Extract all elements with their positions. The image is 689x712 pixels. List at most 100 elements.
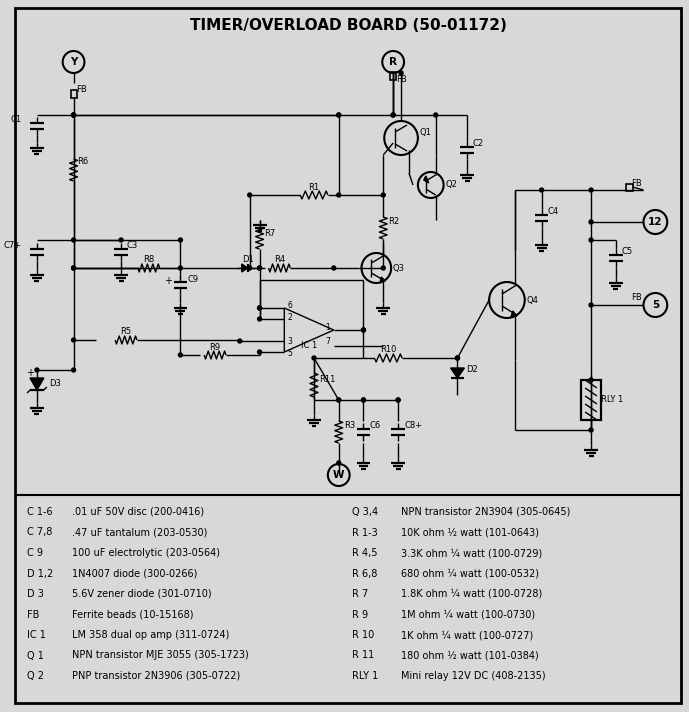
Circle shape (72, 368, 76, 372)
Text: C6: C6 (369, 422, 380, 431)
Circle shape (72, 238, 76, 242)
Text: 1.8K ohm ¼ watt (100-0728): 1.8K ohm ¼ watt (100-0728) (401, 589, 542, 599)
Circle shape (72, 113, 76, 117)
Text: R3: R3 (344, 422, 355, 431)
Circle shape (258, 266, 262, 270)
Text: D 1,2: D 1,2 (27, 568, 53, 578)
Circle shape (539, 188, 544, 192)
Circle shape (381, 266, 385, 270)
Text: FB: FB (632, 293, 642, 303)
Circle shape (391, 113, 395, 117)
Text: FB: FB (632, 179, 642, 187)
Text: R9: R9 (209, 342, 220, 352)
Circle shape (178, 266, 183, 270)
Text: C9: C9 (187, 276, 198, 285)
Text: R: R (389, 57, 397, 67)
Text: C1: C1 (11, 115, 22, 125)
Text: D 3: D 3 (27, 589, 44, 599)
Bar (581, 380, 601, 420)
Circle shape (119, 238, 123, 242)
Text: D3: D3 (49, 379, 61, 387)
Text: Q 1: Q 1 (27, 651, 44, 661)
Circle shape (337, 461, 341, 465)
Text: NPN transistor 2N3904 (305-0645): NPN transistor 2N3904 (305-0645) (401, 507, 570, 517)
Text: D2: D2 (466, 365, 478, 375)
Text: 1: 1 (325, 323, 329, 332)
Polygon shape (380, 277, 385, 282)
Text: C8+: C8+ (404, 422, 422, 431)
Circle shape (362, 398, 365, 402)
Text: Ferrite beads (10-15168): Ferrite beads (10-15168) (72, 609, 193, 619)
Polygon shape (30, 378, 44, 390)
Circle shape (391, 113, 395, 117)
Text: 7: 7 (325, 337, 330, 347)
Circle shape (258, 306, 262, 310)
Circle shape (258, 350, 262, 354)
Text: Q2: Q2 (446, 181, 457, 189)
Bar (390, 72, 396, 80)
Polygon shape (511, 311, 517, 317)
Circle shape (455, 356, 460, 360)
Text: IC 1: IC 1 (27, 630, 46, 640)
Circle shape (337, 193, 341, 197)
Text: 5.6V zener diode (301-0710): 5.6V zener diode (301-0710) (72, 589, 212, 599)
Text: FB: FB (76, 85, 88, 93)
Text: +: + (26, 368, 34, 378)
Circle shape (396, 398, 400, 402)
Circle shape (35, 368, 39, 372)
Text: Q 3,4: Q 3,4 (351, 507, 378, 517)
Text: 2: 2 (287, 313, 292, 323)
Circle shape (362, 328, 365, 332)
Circle shape (72, 338, 76, 342)
Text: C7+: C7+ (3, 241, 21, 251)
Text: R 11: R 11 (351, 651, 374, 661)
Circle shape (399, 71, 403, 75)
Text: R 6,8: R 6,8 (351, 568, 377, 578)
Circle shape (72, 266, 76, 270)
Text: Y: Y (70, 57, 77, 67)
Text: C2: C2 (473, 140, 484, 149)
Text: 5: 5 (652, 300, 659, 310)
Polygon shape (242, 264, 248, 272)
Text: D1: D1 (242, 256, 254, 264)
Circle shape (258, 317, 262, 321)
Text: W: W (333, 470, 344, 480)
Text: 3.3K ohm ¼ watt (100-0729): 3.3K ohm ¼ watt (100-0729) (401, 548, 542, 558)
Circle shape (72, 266, 76, 270)
Text: Q1: Q1 (420, 128, 432, 137)
Text: C3: C3 (126, 241, 137, 251)
Text: 10K ohm ½ watt (101-0643): 10K ohm ½ watt (101-0643) (401, 528, 539, 538)
Circle shape (589, 188, 593, 192)
Text: R 4,5: R 4,5 (351, 548, 377, 558)
Text: R2: R2 (388, 217, 400, 226)
Circle shape (258, 266, 262, 270)
Text: 1K ohm ¼ watt (100-0727): 1K ohm ¼ watt (100-0727) (401, 630, 533, 640)
Text: 180 ohm ½ watt (101-0384): 180 ohm ½ watt (101-0384) (401, 651, 539, 661)
Circle shape (238, 339, 242, 343)
Text: 680 ohm ¼ watt (100-0532): 680 ohm ¼ watt (100-0532) (401, 568, 539, 578)
Circle shape (589, 428, 593, 432)
Text: Mini relay 12V DC (408-2135): Mini relay 12V DC (408-2135) (401, 671, 546, 681)
Circle shape (396, 398, 400, 402)
Polygon shape (424, 176, 429, 183)
Text: R5: R5 (121, 328, 132, 337)
Text: TIMER/OVERLOAD BOARD (50-01172): TIMER/OVERLOAD BOARD (50-01172) (189, 18, 506, 33)
Polygon shape (451, 368, 464, 378)
Text: R10: R10 (380, 345, 396, 353)
Text: NPN transistor MJE 3055 (305-1723): NPN transistor MJE 3055 (305-1723) (72, 651, 248, 661)
Bar (70, 90, 76, 98)
Text: 1M ohm ¼ watt (100-0730): 1M ohm ¼ watt (100-0730) (401, 609, 535, 619)
Circle shape (362, 328, 365, 332)
Circle shape (72, 113, 76, 117)
Text: Q4: Q4 (526, 295, 539, 305)
Circle shape (337, 113, 341, 117)
Circle shape (589, 303, 593, 307)
Text: 5: 5 (287, 350, 292, 359)
Circle shape (589, 378, 593, 382)
Text: RLY 1: RLY 1 (601, 395, 623, 404)
Text: R1: R1 (309, 182, 320, 192)
Bar (626, 184, 633, 191)
Circle shape (258, 306, 262, 310)
Text: LM 358 dual op amp (311-0724): LM 358 dual op amp (311-0724) (72, 630, 229, 640)
Text: R6: R6 (78, 157, 89, 167)
